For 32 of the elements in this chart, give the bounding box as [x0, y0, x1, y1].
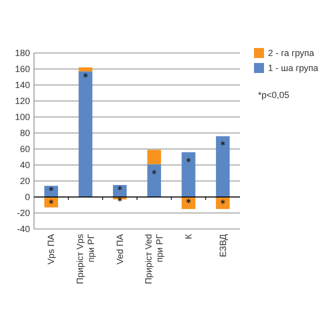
x-tick-label: Ved ПА: [114, 234, 125, 264]
y-tick-label: 120: [14, 96, 30, 106]
bar: [78, 67, 92, 72]
y-tick-label: 160: [14, 64, 30, 74]
y-tick-label: 80: [20, 128, 30, 138]
x-tick-label: ЕЗВД: [218, 234, 228, 258]
y-tick-label: 180: [14, 48, 30, 58]
bar: [44, 186, 58, 197]
x-tick-label: Приріст Vps при РГ: [75, 234, 96, 284]
legend-label: 1 - ша група: [268, 63, 318, 74]
y-tick-label: 60: [20, 144, 30, 154]
bar: [78, 71, 92, 197]
bar: [216, 136, 230, 197]
bar: [112, 185, 127, 197]
legend-label: 2 - га група: [268, 48, 314, 58]
y-tick-label: 20: [20, 176, 30, 186]
bar: [147, 164, 162, 197]
bar: [147, 150, 162, 164]
bar: [182, 152, 196, 197]
y-tick-label: -40: [16, 224, 30, 234]
y-tick-label: 100: [14, 112, 30, 122]
bar: [44, 197, 58, 208]
bar: [182, 197, 196, 209]
y-tick-label: 140: [14, 80, 30, 90]
y-tick-label: 0: [24, 192, 30, 202]
x-tick-label: К: [184, 233, 194, 240]
y-tick-label: 40: [20, 160, 30, 170]
y-tick-label: -20: [16, 208, 30, 218]
x-tick-label: Приріст Ved при РГ: [144, 234, 165, 284]
x-tick-label: Vps ПА: [46, 234, 56, 264]
bar: [216, 197, 230, 209]
text: *p<0,05: [258, 90, 290, 100]
